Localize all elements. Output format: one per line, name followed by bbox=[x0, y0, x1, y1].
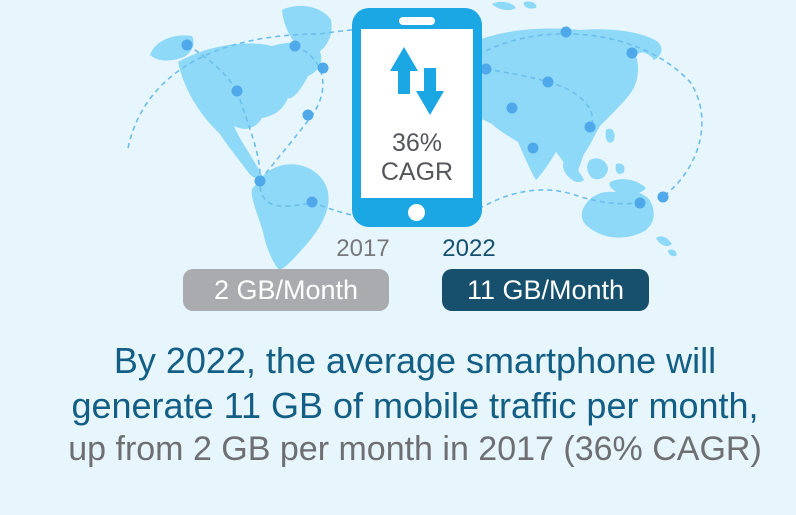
phone-home-button bbox=[408, 204, 425, 221]
caption: By 2022, the average smartphone will gen… bbox=[17, 338, 796, 470]
phone-speaker bbox=[399, 17, 435, 25]
map-australia bbox=[581, 189, 654, 238]
map-borneo bbox=[587, 158, 608, 180]
badge-2022-usage: 11 GB/Month bbox=[442, 269, 649, 311]
world-map bbox=[127, 1, 703, 270]
map-sulawesi bbox=[615, 163, 625, 174]
cagr-unit: CAGR bbox=[380, 158, 454, 186]
map-new-zealand bbox=[656, 236, 677, 257]
map-japan bbox=[610, 54, 633, 94]
caption-line-1: By 2022, the average smartphone will bbox=[113, 340, 717, 381]
network-dots bbox=[181, 26, 669, 209]
year-label-2017: 2017 bbox=[336, 235, 390, 262]
map-arctic-islands bbox=[492, 1, 537, 11]
map-south-america bbox=[251, 164, 329, 270]
year-label-2022: 2022 bbox=[442, 235, 496, 262]
badge-2017-usage: 2 GB/Month bbox=[183, 269, 389, 311]
up-arrow-icon bbox=[390, 47, 418, 94]
traffic-arrows bbox=[390, 47, 444, 115]
cagr-value: 36% bbox=[391, 129, 443, 157]
map-greenland bbox=[282, 5, 332, 56]
map-north-america bbox=[178, 42, 322, 179]
down-arrow-icon bbox=[416, 68, 444, 115]
smartphone-icon: 36% CAGR bbox=[352, 8, 482, 227]
map-philippines bbox=[605, 128, 615, 143]
caption-line-3: up from 2 GB per month in 2017 (36% CAGR… bbox=[68, 430, 762, 468]
map-sumatra bbox=[563, 160, 584, 182]
cagr-label: 36% CAGR bbox=[361, 129, 473, 187]
phone-screen: 36% CAGR bbox=[361, 29, 473, 198]
caption-line-2: generate 11 GB of mobile traffic per mon… bbox=[71, 385, 759, 426]
